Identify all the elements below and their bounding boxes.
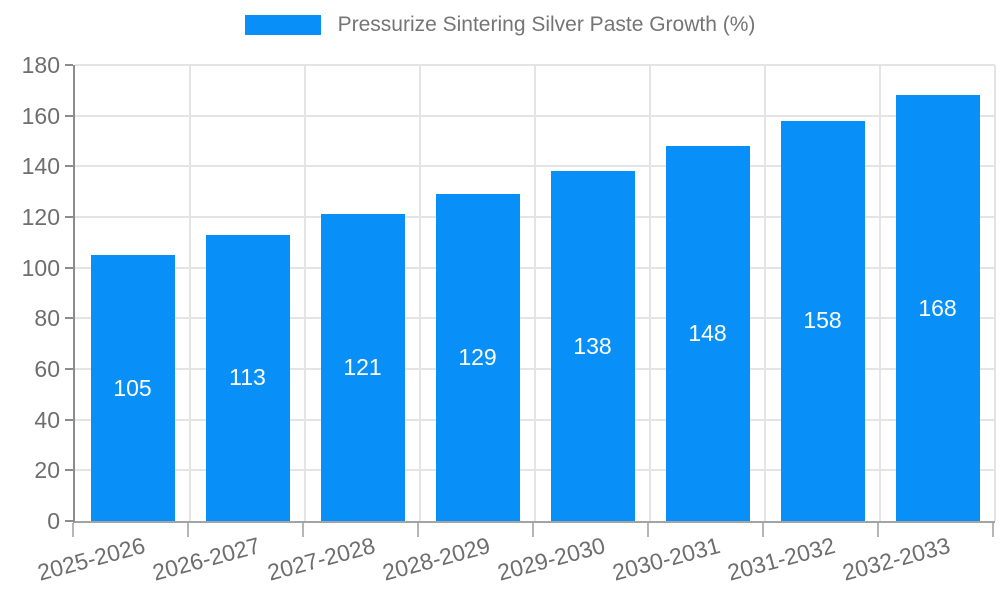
y-tick-mark xyxy=(65,418,73,421)
y-tick-mark xyxy=(65,469,73,472)
y-tick-label: 20 xyxy=(34,457,60,484)
x-tick-label: 2026-2027 xyxy=(149,532,263,586)
y-tick-label: 80 xyxy=(34,305,60,332)
y-tick-label: 160 xyxy=(21,102,60,129)
chart-legend[interactable]: Pressurize Sintering Silver Paste Growth… xyxy=(0,13,1000,37)
x-tick-label: 2025-2026 xyxy=(34,532,148,586)
bar-value-label: 138 xyxy=(573,332,612,359)
x-tick-mark xyxy=(647,523,649,537)
bar-value-label: 158 xyxy=(803,307,842,334)
y-tick-mark xyxy=(65,317,73,320)
bar: 129 xyxy=(435,194,520,521)
y-tick-label: 40 xyxy=(34,406,60,433)
x-tick-mark xyxy=(72,523,74,537)
x-tick-label: 2031-2032 xyxy=(724,532,838,586)
y-tick-mark xyxy=(65,64,73,66)
plot-area: 105 113 121 129 138 148 158 168 xyxy=(73,64,996,523)
x-gridline xyxy=(534,65,536,521)
y-tick-label: 0 xyxy=(47,508,60,534)
bar: 148 xyxy=(665,146,750,521)
bar-value-label: 129 xyxy=(458,344,497,371)
x-tick-label: 2027-2028 xyxy=(264,532,378,586)
bar: 105 xyxy=(90,255,175,521)
x-gridline xyxy=(304,65,306,521)
x-gridline xyxy=(189,65,191,521)
y-tick-label: 60 xyxy=(34,356,60,382)
bar: 158 xyxy=(780,120,865,521)
bar-value-label: 121 xyxy=(343,354,382,381)
bar: 138 xyxy=(550,171,635,521)
bar-value-label: 148 xyxy=(688,320,727,347)
x-tick-mark xyxy=(302,523,304,537)
x-tick-label: 2030-2031 xyxy=(609,532,723,586)
x-tick-mark xyxy=(417,523,419,537)
bar-value-label: 168 xyxy=(918,294,957,321)
x-gridline xyxy=(879,65,881,521)
x-tick-label: 2029-2030 xyxy=(494,532,608,586)
x-gridline xyxy=(764,65,766,521)
x-tick-mark xyxy=(187,523,189,537)
legend-label: Pressurize Sintering Silver Paste Growth… xyxy=(337,13,756,36)
bar-value-label: 105 xyxy=(113,374,152,401)
x-tick-mark xyxy=(762,523,764,537)
y-tick-mark xyxy=(65,216,73,218)
legend-swatch-icon xyxy=(244,15,321,35)
bar: 168 xyxy=(895,95,980,521)
x-tick-mark xyxy=(992,523,994,537)
x-gridline xyxy=(419,65,421,521)
bar: 121 xyxy=(320,214,405,521)
y-tick-mark xyxy=(65,114,73,117)
y-tick-label: 140 xyxy=(21,153,60,180)
bar: 113 xyxy=(205,234,290,521)
y-tick-mark xyxy=(65,520,73,522)
y-tick-mark xyxy=(65,368,73,370)
x-tick-label: 2032-2033 xyxy=(839,532,953,586)
x-tick-mark xyxy=(532,523,534,537)
y-tick-label: 120 xyxy=(21,204,60,230)
y-tick-mark xyxy=(65,266,73,269)
x-tick-label: 2028-2029 xyxy=(379,532,493,586)
y-tick-mark xyxy=(65,165,73,168)
y-tick-label: 180 xyxy=(21,52,60,78)
x-gridline xyxy=(649,65,651,521)
x-gridline xyxy=(994,65,996,521)
y-tick-label: 100 xyxy=(21,254,60,281)
bar-value-label: 113 xyxy=(229,364,266,391)
x-tick-mark xyxy=(877,523,879,537)
